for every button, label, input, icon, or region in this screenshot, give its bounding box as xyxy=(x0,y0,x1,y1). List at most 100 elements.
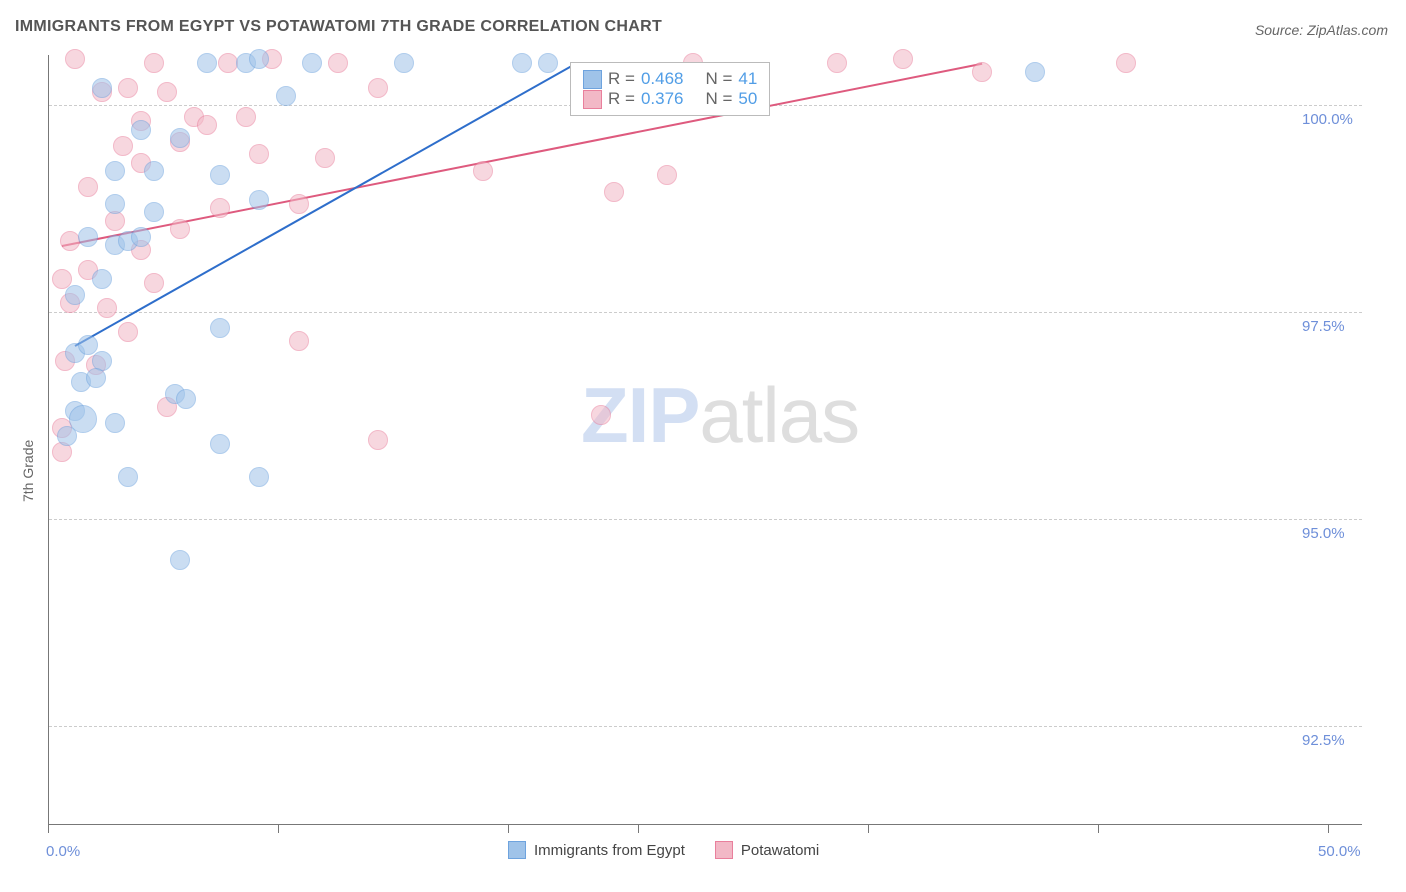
legend-row-blue: R = 0.468 N = 41 xyxy=(583,69,757,89)
x-tick-mark xyxy=(48,825,49,833)
data-point-pink xyxy=(197,115,217,135)
legend-n-value-pink: 50 xyxy=(738,89,757,109)
data-point-pink xyxy=(113,136,133,156)
series-swatch-pink xyxy=(715,841,733,859)
data-point-pink xyxy=(210,198,230,218)
data-point-blue xyxy=(78,227,98,247)
data-point-pink xyxy=(591,405,611,425)
data-point-pink xyxy=(236,107,256,127)
data-point-pink xyxy=(893,49,913,69)
data-point-pink xyxy=(289,194,309,214)
source-attribution: Source: ZipAtlas.com xyxy=(1255,22,1388,38)
data-point-pink xyxy=(157,82,177,102)
data-point-blue xyxy=(210,318,230,338)
data-point-blue xyxy=(512,53,532,73)
legend-n-label-blue: N = xyxy=(705,69,732,89)
x-tick-mark xyxy=(278,825,279,833)
series-label-pink: Potawatomi xyxy=(741,842,819,859)
data-point-pink xyxy=(170,219,190,239)
correlation-legend: R = 0.468 N = 41 R = 0.376 N = 50 xyxy=(570,62,770,116)
source-prefix: Source: xyxy=(1255,22,1307,38)
data-point-blue xyxy=(249,190,269,210)
gridline xyxy=(49,312,1362,313)
data-point-blue xyxy=(176,389,196,409)
x-tick-mark xyxy=(508,825,509,833)
legend-n-label-pink: N = xyxy=(705,89,732,109)
data-point-blue xyxy=(144,161,164,181)
data-point-blue xyxy=(105,194,125,214)
trend-line-pink xyxy=(62,63,982,247)
data-point-pink xyxy=(604,182,624,202)
data-point-pink xyxy=(1116,53,1136,73)
data-point-pink xyxy=(118,78,138,98)
legend-r-label-blue: R = xyxy=(608,69,635,89)
y-axis-title: 7th Grade xyxy=(20,439,36,501)
chart-title: IMMIGRANTS FROM EGYPT VS POTAWATOMI 7TH … xyxy=(15,18,662,36)
data-point-blue xyxy=(65,285,85,305)
data-point-pink xyxy=(315,148,335,168)
data-point-pink xyxy=(473,161,493,181)
data-point-pink xyxy=(657,165,677,185)
data-point-pink xyxy=(328,53,348,73)
data-point-blue xyxy=(210,165,230,185)
series-label-blue: Immigrants from Egypt xyxy=(534,842,685,859)
data-point-blue xyxy=(538,53,558,73)
data-point-pink xyxy=(368,430,388,450)
legend-row-pink: R = 0.376 N = 50 xyxy=(583,89,757,109)
data-point-pink xyxy=(144,273,164,293)
legend-r-label-pink: R = xyxy=(608,89,635,109)
data-point-blue xyxy=(92,269,112,289)
y-tick-label: 92.5% xyxy=(1302,732,1345,749)
source-name: ZipAtlas.com xyxy=(1307,22,1388,38)
data-point-blue xyxy=(249,49,269,69)
data-point-blue xyxy=(118,467,138,487)
data-point-pink xyxy=(97,298,117,318)
data-point-blue xyxy=(86,368,106,388)
data-point-blue xyxy=(144,202,164,222)
series-legend: Immigrants from Egypt Potawatomi xyxy=(508,841,819,859)
legend-r-value-blue: 0.468 xyxy=(641,69,684,89)
data-point-blue xyxy=(57,426,77,446)
data-point-pink xyxy=(972,62,992,82)
legend-swatch-pink xyxy=(583,90,602,109)
data-point-blue xyxy=(170,128,190,148)
x-tick-mark xyxy=(1098,825,1099,833)
y-tick-label: 95.0% xyxy=(1302,525,1345,542)
gridline xyxy=(49,519,1362,520)
data-point-blue xyxy=(197,53,217,73)
data-point-blue xyxy=(92,78,112,98)
data-point-pink xyxy=(218,53,238,73)
data-point-blue xyxy=(210,434,230,454)
y-tick-label: 97.5% xyxy=(1302,318,1345,335)
data-point-pink xyxy=(827,53,847,73)
plot-area: ZIPatlas xyxy=(48,55,1362,825)
x-tick-mark xyxy=(1328,825,1329,833)
data-point-blue xyxy=(1025,62,1045,82)
data-point-blue xyxy=(394,53,414,73)
data-point-pink xyxy=(60,231,80,251)
series-swatch-blue xyxy=(508,841,526,859)
series-legend-pink: Potawatomi xyxy=(715,841,819,859)
legend-swatch-blue xyxy=(583,70,602,89)
data-point-pink xyxy=(249,144,269,164)
data-point-pink xyxy=(118,322,138,342)
y-tick-label: 100.0% xyxy=(1302,111,1353,128)
legend-n-value-blue: 41 xyxy=(738,69,757,89)
data-point-pink xyxy=(144,53,164,73)
data-point-blue xyxy=(105,161,125,181)
series-legend-blue: Immigrants from Egypt xyxy=(508,841,685,859)
x-tick-label: 50.0% xyxy=(1318,843,1361,860)
data-point-blue xyxy=(131,120,151,140)
gridline xyxy=(49,726,1362,727)
data-point-blue xyxy=(131,227,151,247)
watermark-rest: atlas xyxy=(699,371,859,459)
x-tick-mark xyxy=(868,825,869,833)
data-point-blue xyxy=(170,550,190,570)
legend-r-value-pink: 0.376 xyxy=(641,89,684,109)
data-point-blue xyxy=(276,86,296,106)
data-point-blue xyxy=(105,413,125,433)
x-tick-label: 0.0% xyxy=(46,843,80,860)
data-point-pink xyxy=(78,177,98,197)
data-point-blue xyxy=(302,53,322,73)
data-point-blue xyxy=(249,467,269,487)
